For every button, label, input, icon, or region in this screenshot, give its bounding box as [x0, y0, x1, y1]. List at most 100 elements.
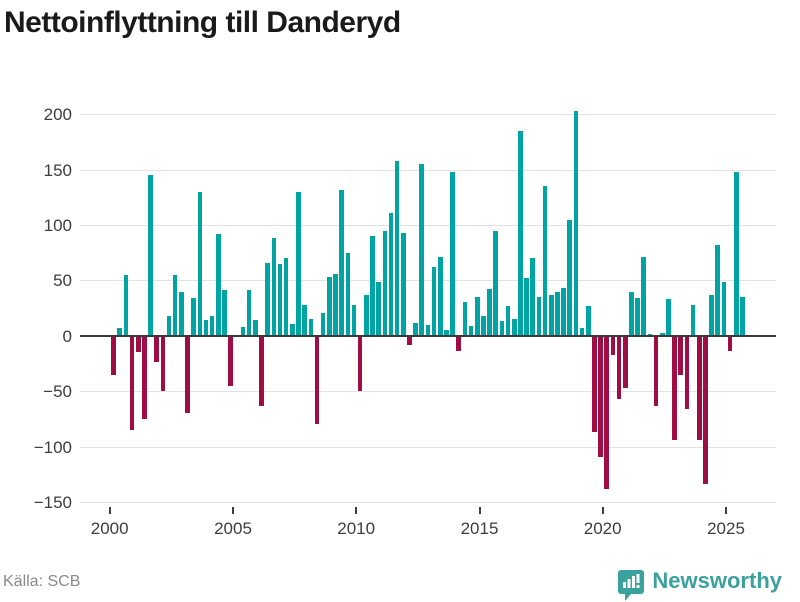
x-axis-label-2005: 2005 — [214, 519, 252, 538]
bar-2003-q2 — [191, 298, 196, 336]
bar-2000-q3 — [123, 274, 129, 336]
bar-2015-q4 — [499, 321, 505, 336]
chart-title: Nettoinflyttning till Danderyd — [4, 6, 401, 39]
source-label: Källa: SCB — [3, 573, 81, 590]
bar-2001-q2 — [142, 335, 147, 419]
x-axis-label-2010: 2010 — [337, 519, 376, 538]
bar-2014-q2 — [462, 301, 468, 336]
zero-axis-line — [80, 334, 776, 337]
y-axis-label--100: −100 — [33, 437, 72, 457]
bar-2004-q3 — [222, 290, 227, 336]
bar-2017-q1 — [530, 258, 536, 336]
bar-2002-q3 — [172, 274, 178, 336]
bar-2018-q1 — [555, 291, 560, 336]
y-axis-label--50: −50 — [43, 382, 72, 402]
bar-2012-q2 — [413, 322, 418, 336]
bar-2011-q1 — [382, 230, 388, 336]
bar-2008-q4 — [327, 277, 332, 336]
y-axis-label-0: 0 — [62, 326, 72, 346]
bar-2003-q3 — [197, 191, 203, 336]
bar-2000-q2 — [117, 328, 123, 336]
bar-2007-q4 — [302, 304, 307, 336]
bar-2004-q4 — [228, 335, 233, 386]
bar-2016-q1 — [505, 305, 511, 336]
bar-2022-q3 — [666, 299, 671, 336]
bar-2006-q2 — [265, 262, 270, 336]
bar-2012-q3 — [419, 164, 425, 336]
bar-2019-q3 — [592, 335, 597, 433]
bar-2018-q4 — [573, 110, 579, 336]
bar-2020-q3 — [616, 335, 622, 399]
bar-2015-q2 — [487, 289, 492, 336]
bar-2001-q1 — [135, 335, 141, 353]
bar-2009-q4 — [351, 304, 357, 336]
bar-2018-q2 — [561, 288, 566, 336]
bar-2007-q2 — [290, 323, 295, 336]
bar-2013-q2 — [437, 257, 443, 336]
gridline--100 — [80, 446, 776, 448]
bar-2024-q4 — [721, 281, 727, 336]
bar-2004-q2 — [216, 233, 221, 336]
bar-2014-q1 — [456, 335, 462, 352]
gridline--50 — [80, 391, 776, 393]
y-axis-label--150: −150 — [33, 493, 72, 512]
bar-2000-q4 — [129, 335, 135, 430]
x-axis-label-2000: 2000 — [90, 519, 129, 538]
bar-2019-q2 — [585, 305, 591, 336]
bar-2015-q1 — [481, 315, 486, 336]
bar-2007-q3 — [296, 191, 301, 336]
x-axis-tick-2020 — [601, 507, 604, 514]
bar-2015-q3 — [493, 230, 499, 336]
bar-2006-q1 — [259, 335, 264, 406]
bar-2009-q2 — [339, 189, 344, 336]
gridline-50 — [80, 280, 776, 282]
x-axis-tick-2025 — [725, 507, 727, 514]
bar-2012-q4 — [425, 324, 431, 336]
bar-2017-q3 — [542, 186, 548, 336]
x-axis-tick-2005 — [232, 507, 234, 514]
bar-2011-q4 — [401, 232, 406, 336]
newsworthy-wordmark: Newsworthy — [652, 568, 782, 593]
bar-2016-q2 — [511, 319, 517, 336]
y-axis-label-50: 50 — [53, 271, 72, 291]
bar-2023-q4 — [696, 335, 702, 440]
bar-2006-q3 — [271, 238, 277, 336]
y-axis-label-150: 150 — [43, 160, 72, 180]
bar-2016-q3 — [518, 130, 523, 336]
bar-2023-q1 — [678, 335, 684, 375]
x-axis-tick-2010 — [355, 507, 358, 514]
bar-2013-q4 — [450, 171, 455, 336]
bar-2024-q2 — [709, 294, 714, 336]
bar-2025-q1 — [727, 335, 733, 352]
bar-2024-q3 — [715, 244, 721, 336]
bar-2011-q2 — [388, 212, 394, 336]
bar-2024-q1 — [703, 335, 708, 485]
newsworthy-icon — [618, 570, 645, 601]
bar-2025-q3 — [740, 297, 745, 336]
bar-2020-q1 — [604, 335, 610, 489]
gridline--150 — [80, 502, 776, 503]
bar-2005-q2 — [240, 326, 246, 336]
bar-2010-q3 — [370, 236, 375, 336]
bar-2022-q4 — [672, 335, 677, 440]
x-axis-label-2025: 2025 — [707, 519, 745, 538]
bar-2016-q4 — [524, 278, 529, 336]
bar-2018-q3 — [567, 219, 573, 336]
bar-2017-q2 — [536, 297, 542, 336]
bar-2010-q4 — [376, 281, 381, 336]
bar-2021-q3 — [641, 257, 647, 336]
bar-2007-q1 — [283, 258, 289, 336]
bar-2022-q1 — [653, 335, 659, 406]
bar-2008-q1 — [308, 319, 314, 336]
bar-2025-q2 — [733, 171, 739, 336]
bar-2020-q4 — [622, 335, 628, 388]
bar-2004-q1 — [209, 315, 215, 336]
x-axis-label-2020: 2020 — [583, 519, 622, 538]
bar-2010-q1 — [357, 335, 363, 392]
bar-2021-q1 — [629, 291, 634, 336]
bar-2002-q4 — [179, 291, 184, 336]
bar-2019-q4 — [598, 335, 603, 457]
bar-2005-q3 — [246, 290, 252, 336]
newsworthy-logo: Newsworthy — [617, 568, 782, 601]
